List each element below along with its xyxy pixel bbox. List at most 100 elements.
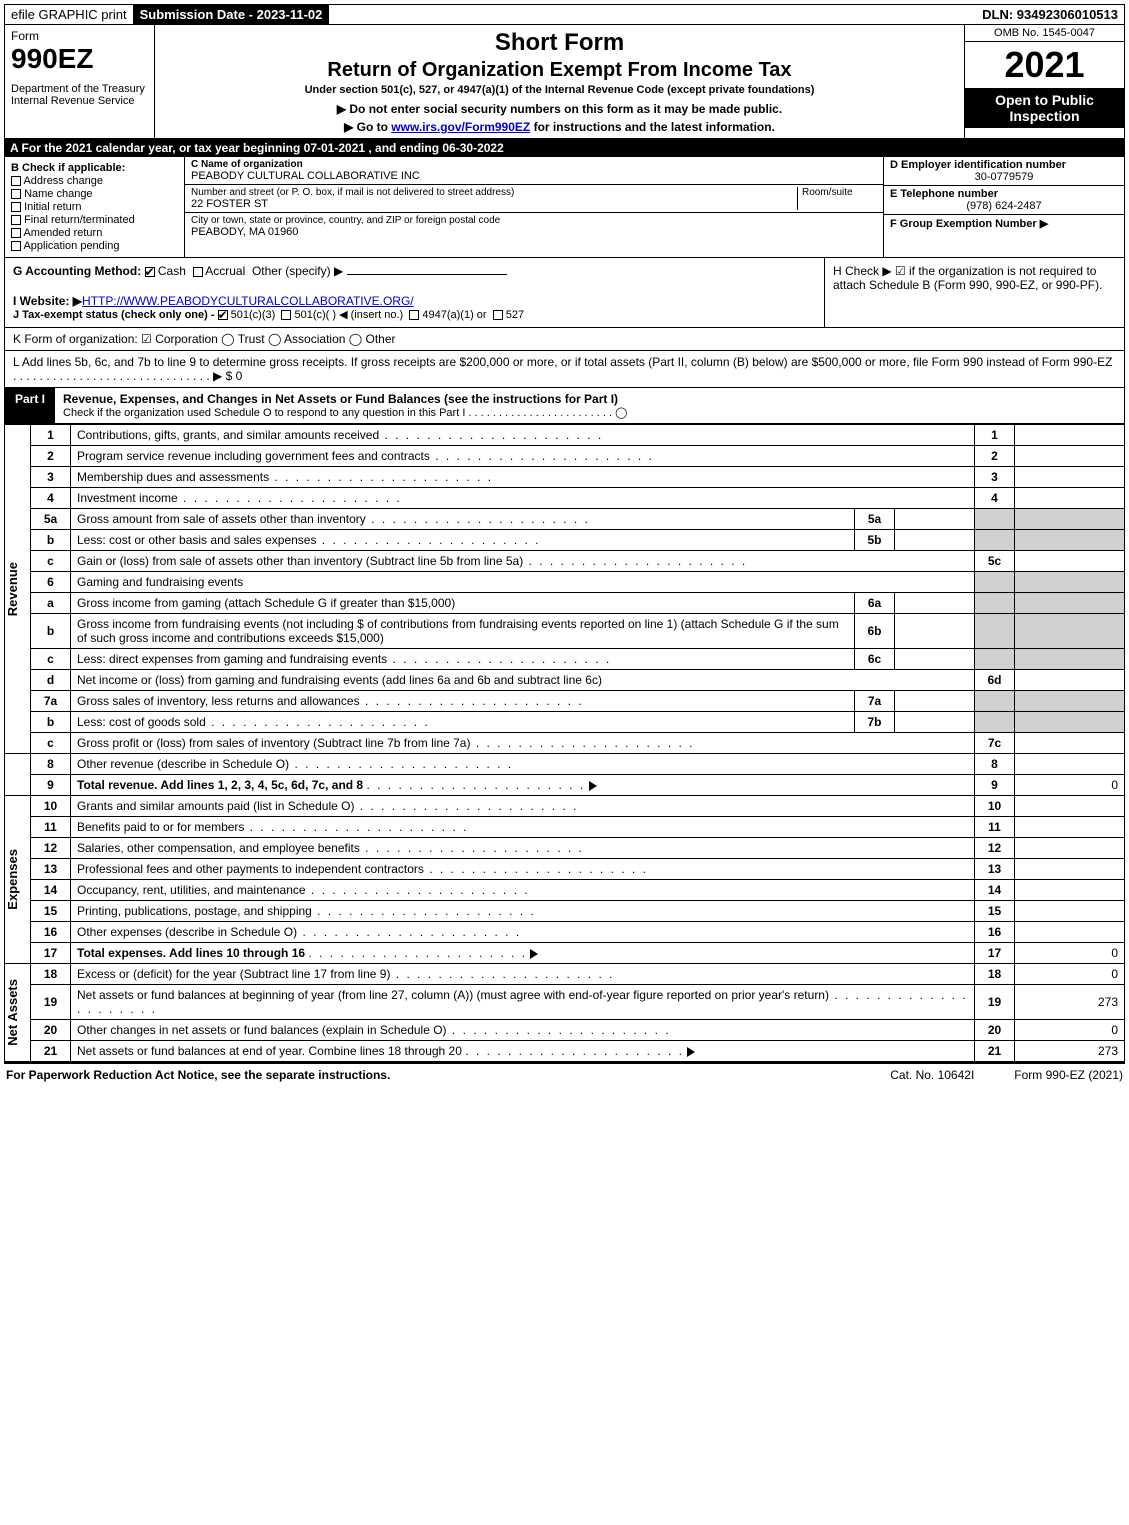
expenses-section-label: Expenses: [5, 849, 20, 910]
line-5b-num: b: [31, 530, 71, 551]
arrow-icon: [687, 1047, 695, 1057]
telephone-value: (978) 624-2487: [890, 200, 1118, 212]
cb-501c[interactable]: [281, 310, 291, 320]
cb-4947[interactable]: [409, 310, 419, 320]
line-7c-rnum: 7c: [975, 733, 1015, 754]
line-11-text: Benefits paid to or for members: [71, 817, 975, 838]
cb-name-change[interactable]: Name change: [11, 188, 178, 200]
cb-amended-return[interactable]: Amended return: [11, 227, 178, 239]
line-5c-num: c: [31, 551, 71, 572]
netassets-section-label: Net Assets: [5, 979, 20, 1046]
line-5b-subnum: 5b: [855, 530, 895, 551]
line-6d-value: [1015, 670, 1125, 691]
line-7a-text: Gross sales of inventory, less returns a…: [71, 691, 855, 712]
line-20-text: Other changes in net assets or fund bala…: [71, 1020, 975, 1041]
line-13-rnum: 13: [975, 859, 1015, 880]
line-5a-rval-shade: [1015, 509, 1125, 530]
line-7b-subnum: 7b: [855, 712, 895, 733]
line-g-accounting: G Accounting Method: Cash Accrual Other …: [13, 264, 816, 278]
line-8-value: [1015, 754, 1125, 775]
line-7a-rval-shade: [1015, 691, 1125, 712]
revenue-section-label: Revenue: [5, 562, 20, 616]
line-14-text: Occupancy, rent, utilities, and maintena…: [71, 880, 975, 901]
line-12-num: 12: [31, 838, 71, 859]
line-18-value: 0: [1015, 964, 1125, 985]
line-8-rnum: 8: [975, 754, 1015, 775]
website-link[interactable]: HTTP://WWW.PEABODYCULTURALCOLLABORATIVE.…: [82, 294, 414, 308]
line-17-num: 17: [31, 943, 71, 964]
line-11-num: 11: [31, 817, 71, 838]
city-value: PEABODY, MA 01960: [191, 226, 877, 238]
line-h-schedule-b: H Check ▶ ☑ if the organization is not r…: [824, 258, 1124, 327]
line-5c-rnum: 5c: [975, 551, 1015, 572]
irs-link[interactable]: www.irs.gov/Form990EZ: [391, 120, 530, 134]
footer-right: Form 990-EZ (2021): [1014, 1068, 1123, 1082]
group-exemption-label: F Group Exemption Number ▶: [890, 217, 1118, 230]
open-to-public: Open to Public Inspection: [965, 88, 1124, 128]
line-10-value: [1015, 796, 1125, 817]
line-6b-num: b: [31, 614, 71, 649]
line-19-rnum: 19: [975, 985, 1015, 1020]
line-11-value: [1015, 817, 1125, 838]
line-k-form-of-org: K Form of organization: ☑ Corporation ◯ …: [4, 328, 1125, 351]
line-7b-num: b: [31, 712, 71, 733]
line-19-text: Net assets or fund balances at beginning…: [71, 985, 975, 1020]
line-3-rnum: 3: [975, 467, 1015, 488]
line-5b-text: Less: cost or other basis and sales expe…: [71, 530, 855, 551]
cb-527[interactable]: [493, 310, 503, 320]
line-14-num: 14: [31, 880, 71, 901]
line-4-rnum: 4: [975, 488, 1015, 509]
col-b-heading: B Check if applicable:: [11, 162, 178, 174]
line-9-value: 0: [1015, 775, 1125, 796]
line-1-text: Contributions, gifts, grants, and simila…: [71, 425, 975, 446]
part-i-title: Revenue, Expenses, and Changes in Net As…: [63, 392, 618, 406]
line-21-text: Net assets or fund balances at end of ye…: [71, 1041, 975, 1062]
line-6b-subval: [895, 614, 975, 649]
line-2-rnum: 2: [975, 446, 1015, 467]
line-14-rnum: 14: [975, 880, 1015, 901]
line-4-text: Investment income: [71, 488, 975, 509]
cb-501c3[interactable]: [218, 310, 228, 320]
line-7b-subval: [895, 712, 975, 733]
line-16-value: [1015, 922, 1125, 943]
cb-cash[interactable]: [145, 267, 155, 277]
cb-application-pending[interactable]: Application pending: [11, 240, 178, 252]
line-3-num: 3: [31, 467, 71, 488]
cb-address-change[interactable]: Address change: [11, 175, 178, 187]
line-7a-subval: [895, 691, 975, 712]
line-j-tax-exempt: J Tax-exempt status (check only one) - 5…: [13, 308, 816, 321]
cb-final-return[interactable]: Final return/terminated: [11, 214, 178, 226]
line-1-value: [1015, 425, 1125, 446]
footer-center: Cat. No. 10642I: [890, 1068, 974, 1082]
line-12-text: Salaries, other compensation, and employ…: [71, 838, 975, 859]
line-10-num: 10: [31, 796, 71, 817]
org-name: PEABODY CULTURAL COLLABORATIVE INC: [191, 170, 877, 182]
efile-label[interactable]: efile GRAPHIC print: [5, 5, 134, 24]
line-8-num: 8: [31, 754, 71, 775]
line-6b-rval-shade: [1015, 614, 1125, 649]
line-2-text: Program service revenue including govern…: [71, 446, 975, 467]
line-1-num: 1: [31, 425, 71, 446]
line-6d-text: Net income or (loss) from gaming and fun…: [71, 670, 975, 691]
row-a-tax-year: A For the 2021 calendar year, or tax yea…: [4, 139, 1125, 157]
line-13-num: 13: [31, 859, 71, 880]
line-5b-rnum-shade: [975, 530, 1015, 551]
form-word: Form: [11, 29, 148, 43]
cb-initial-return[interactable]: Initial return: [11, 201, 178, 213]
under-section-text: Under section 501(c), 527, or 4947(a)(1)…: [165, 84, 954, 96]
line-13-value: [1015, 859, 1125, 880]
line-15-rnum: 15: [975, 901, 1015, 922]
line-5a-rnum-shade: [975, 509, 1015, 530]
cb-accrual[interactable]: [193, 267, 203, 277]
line-18-text: Excess or (deficit) for the year (Subtra…: [71, 964, 975, 985]
telephone-label: E Telephone number: [890, 188, 1118, 200]
line-6b-rnum-shade: [975, 614, 1015, 649]
column-b-checkboxes: B Check if applicable: Address change Na…: [5, 157, 185, 257]
submission-date-button[interactable]: Submission Date - 2023-11-02: [134, 5, 330, 24]
line-17-text: Total expenses. Add lines 10 through 16: [71, 943, 975, 964]
line-10-rnum: 10: [975, 796, 1015, 817]
street-label: Number and street (or P. O. box, if mail…: [191, 187, 797, 198]
room-suite-label: Room/suite: [797, 187, 877, 210]
line-6a-rval-shade: [1015, 593, 1125, 614]
line-6d-rnum: 6d: [975, 670, 1015, 691]
